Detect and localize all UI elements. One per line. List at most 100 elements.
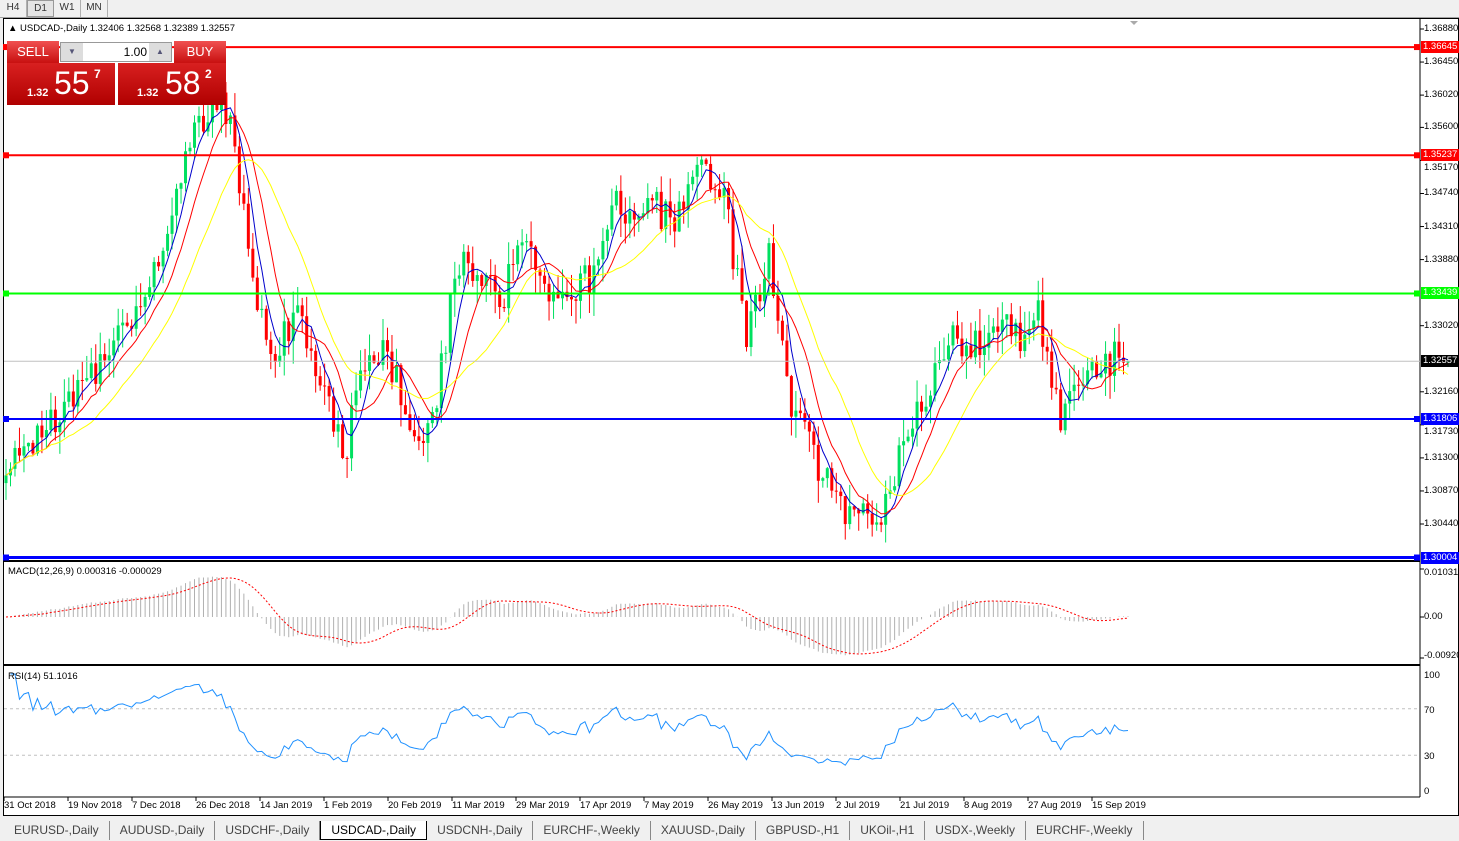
- date-axis-label: 13 Jun 2019: [772, 800, 825, 811]
- candle-body: [426, 423, 430, 444]
- candle-body: [148, 287, 152, 297]
- candle-body: [888, 490, 892, 494]
- candle-body: [552, 291, 556, 302]
- timeframe-toolbar: H4 D1 W1 MN: [0, 0, 1459, 18]
- buy-button[interactable]: BUY: [174, 41, 226, 63]
- sell-button[interactable]: SELL: [7, 41, 59, 63]
- macd-signal-line: [5, 577, 1129, 655]
- chart-tab[interactable]: GBPUSD-,H1: [756, 821, 851, 840]
- candle-body: [776, 296, 780, 321]
- chart-tab[interactable]: EURUSD-,Daily: [4, 821, 110, 840]
- candle-body: [157, 261, 161, 267]
- current-price-tag: 1.32557: [1421, 355, 1459, 368]
- candle-body: [76, 380, 80, 407]
- chart-header: ▲ USDCAD-,Daily 1.32406 1.32568 1.32389 …: [8, 23, 235, 34]
- volume-value[interactable]: 1.00: [123, 45, 147, 59]
- chart-tab[interactable]: USDCHF-,Daily: [215, 821, 321, 840]
- buy-price[interactable]: 1.32 58 2: [118, 63, 226, 105]
- candle-body: [184, 151, 188, 184]
- candle-body: [991, 326, 995, 333]
- chart-tab[interactable]: EURCHF-,Weekly: [1026, 821, 1144, 840]
- candle-body: [1104, 353, 1108, 374]
- candle-body: [480, 275, 484, 287]
- candle-body: [403, 405, 407, 415]
- candle-body: [1072, 384, 1076, 392]
- candle-body: [870, 513, 874, 525]
- chart-tab[interactable]: USDCAD-,Daily: [320, 821, 428, 840]
- candle-body: [605, 229, 609, 241]
- level-handle: [1414, 44, 1420, 51]
- candle-body: [269, 339, 273, 354]
- timeframe-mn[interactable]: MN: [81, 0, 108, 17]
- candle-body: [1099, 373, 1103, 378]
- level-price-tag[interactable]: 1.35237: [1421, 149, 1459, 162]
- timeframe-w1[interactable]: W1: [54, 0, 81, 17]
- candle-body: [610, 205, 614, 230]
- candle-body: [305, 316, 309, 349]
- chart-tab[interactable]: UKOil-,H1: [850, 821, 926, 840]
- candle-body: [179, 183, 183, 189]
- candle-body: [933, 363, 937, 396]
- level-price-tag[interactable]: 1.33439: [1421, 287, 1459, 300]
- chart-tab[interactable]: EURCHF-,Weekly: [533, 821, 651, 840]
- candle-body: [53, 409, 57, 433]
- level-price-tag[interactable]: 1.30004: [1421, 551, 1459, 564]
- candle-body: [1117, 341, 1121, 358]
- level-price-tag[interactable]: 1.36645: [1421, 41, 1459, 54]
- candle-body: [1000, 319, 1004, 332]
- candle-body: [260, 308, 264, 311]
- candle-body: [22, 446, 26, 456]
- buy-price-pips: 58: [165, 65, 201, 101]
- candle-body: [727, 188, 731, 210]
- volume-decrease-icon[interactable]: ▼: [61, 43, 83, 61]
- candle-body: [753, 294, 757, 312]
- timeframe-h4[interactable]: H4: [0, 0, 27, 17]
- candle-body: [368, 355, 372, 371]
- volume-field[interactable]: ▼ 1.00 ▲: [60, 42, 172, 62]
- candle-body: [637, 216, 641, 220]
- volume-increase-icon[interactable]: ▲: [149, 43, 171, 61]
- level-price-tag[interactable]: 1.31806: [1421, 413, 1459, 425]
- candle-body: [973, 330, 977, 358]
- candle-body: [228, 115, 232, 124]
- candle-body: [1036, 300, 1040, 321]
- sell-price[interactable]: 1.32 55 7: [7, 63, 115, 105]
- candle-body: [323, 385, 327, 387]
- date-axis-label: 2 Jul 2019: [836, 800, 880, 811]
- price-axis-label: 1.32160: [1424, 385, 1459, 397]
- candle-body: [884, 493, 888, 525]
- candle-body: [578, 273, 582, 301]
- candle-body: [893, 486, 897, 491]
- chart-window[interactable]: [3, 18, 1459, 816]
- candle-body: [794, 410, 798, 417]
- candle-body: [341, 424, 345, 459]
- candle-body: [350, 405, 354, 459]
- candle-body: [722, 188, 726, 198]
- candle-body: [457, 275, 461, 279]
- timeframe-d1[interactable]: D1: [27, 0, 54, 17]
- level-handle: [3, 290, 9, 297]
- rsi-axis-label: 100: [1424, 670, 1440, 681]
- candle-body: [798, 410, 802, 414]
- candle-body: [80, 380, 84, 382]
- candle-body: [435, 408, 439, 413]
- chart-tab[interactable]: XAUUSD-,Daily: [651, 821, 756, 840]
- candle-body: [816, 444, 820, 481]
- candle-body: [655, 191, 659, 201]
- candle-body: [94, 363, 98, 384]
- candle-body: [112, 340, 116, 356]
- candle-body: [201, 115, 205, 132]
- candle-body: [188, 147, 192, 152]
- chart-tab[interactable]: USDCNH-,Daily: [427, 821, 534, 840]
- candle-body: [516, 245, 520, 265]
- candle-body: [906, 436, 910, 442]
- chart-tab[interactable]: AUDUSD-,Daily: [110, 821, 216, 840]
- chart-tab[interactable]: USDX-,Weekly: [925, 821, 1027, 840]
- candle-body: [71, 391, 75, 407]
- price-axis-label: 1.31300: [1424, 451, 1459, 463]
- macd-axis-label: 0.00: [1424, 611, 1443, 622]
- candle-body: [309, 348, 313, 351]
- candle-body: [224, 92, 228, 124]
- candle-body: [170, 215, 174, 234]
